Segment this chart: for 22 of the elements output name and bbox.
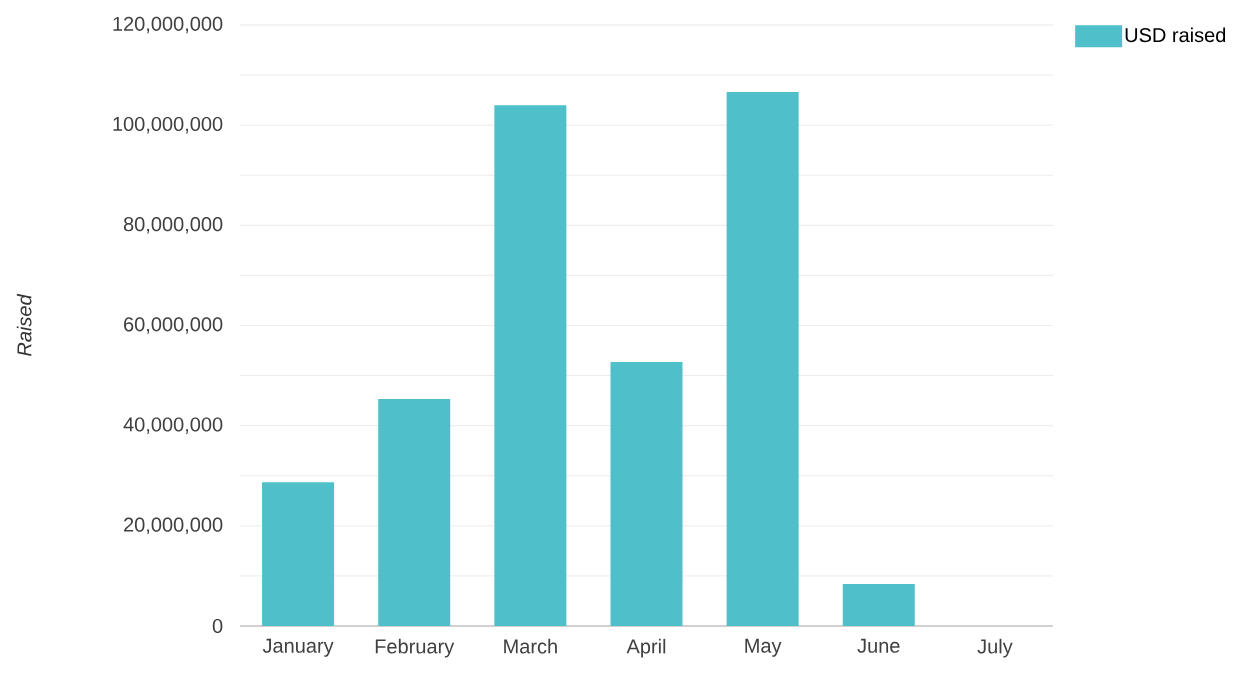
bar — [494, 105, 567, 626]
y-tick-label: 40,000,000 — [123, 417, 223, 434]
y-tick-label: 60,000,000 — [124, 317, 223, 334]
bar — [842, 583, 915, 626]
bar — [262, 482, 335, 626]
y-tick-label: 100,000,000 — [113, 116, 223, 134]
bar — [726, 92, 799, 626]
x-tick-label: March — [504, 638, 557, 654]
y-tick-label: 80,000,000 — [123, 217, 223, 234]
y-tick-label: 120,000,000 — [113, 16, 223, 34]
y-tick-label: 0 — [212, 618, 223, 634]
x-tick-label: July — [977, 638, 1013, 658]
bar — [610, 362, 683, 626]
legend-label: USD raised — [1125, 27, 1226, 43]
y-axis-title: Raised — [16, 293, 32, 357]
x-tick-label: April — [626, 638, 666, 658]
x-tick-label: June — [857, 638, 900, 653]
y-tick-label: 20,000,000 — [124, 517, 223, 535]
x-tick-label: May — [745, 638, 782, 657]
x-tick-label: February — [375, 638, 455, 658]
bar — [378, 399, 451, 626]
x-tick-label: January — [262, 638, 334, 657]
